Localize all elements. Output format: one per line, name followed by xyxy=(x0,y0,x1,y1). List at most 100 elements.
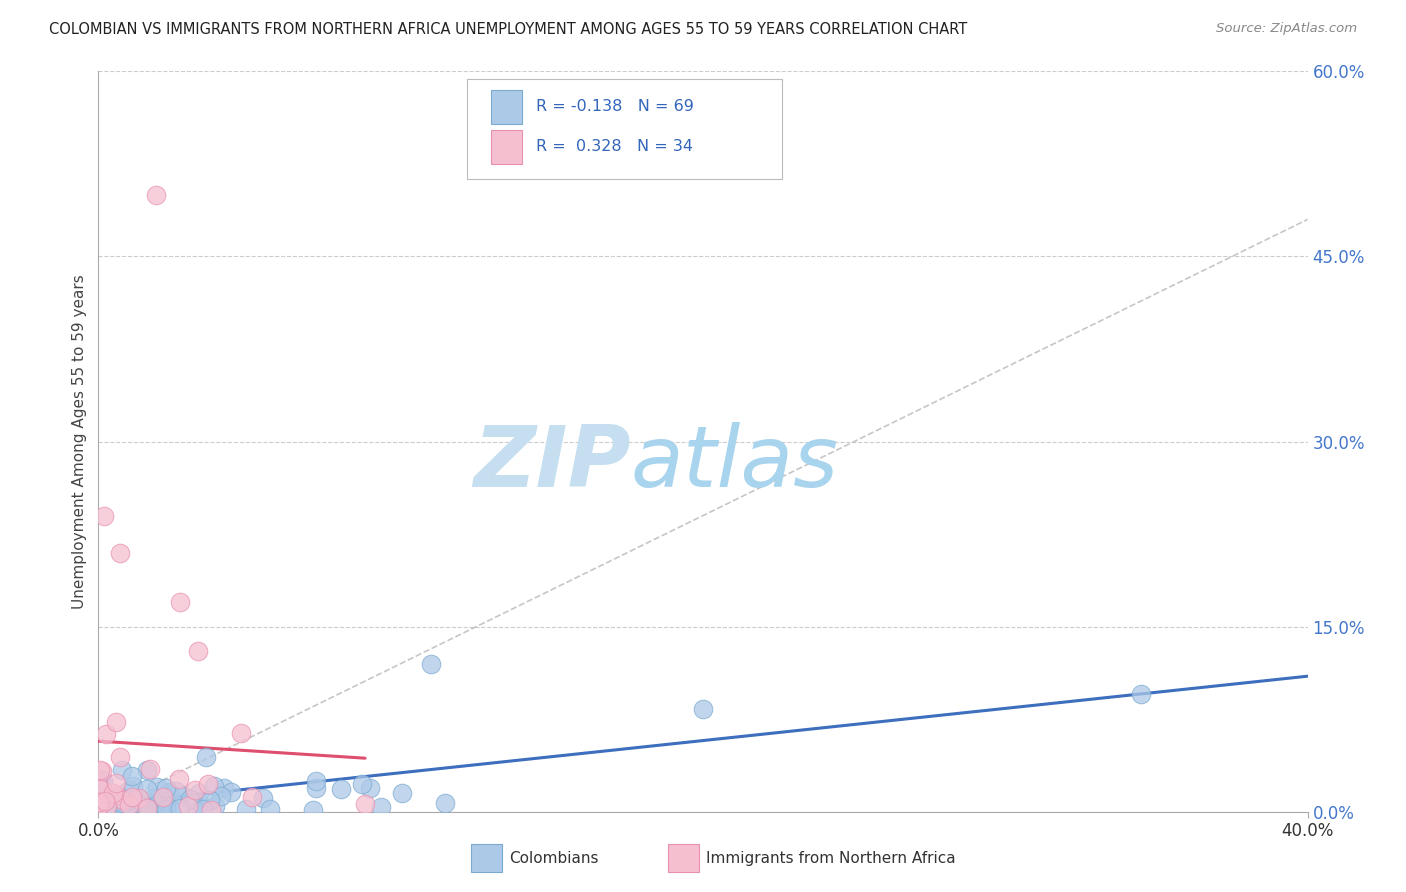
Point xyxy=(104,714,127,729)
Point xyxy=(87,776,110,790)
Point xyxy=(91,764,114,778)
Point xyxy=(111,793,134,807)
Point xyxy=(214,781,236,796)
Point xyxy=(195,750,218,764)
Point xyxy=(93,508,115,523)
Point xyxy=(118,797,141,812)
Text: R = -0.138   N = 69: R = -0.138 N = 69 xyxy=(536,99,695,114)
Point xyxy=(108,794,131,808)
Point xyxy=(259,802,281,816)
Point xyxy=(90,782,112,797)
Point xyxy=(108,546,131,560)
Point xyxy=(330,782,353,797)
Text: atlas: atlas xyxy=(630,422,838,505)
Text: Immigrants from Northern Africa: Immigrants from Northern Africa xyxy=(706,851,956,865)
Point xyxy=(142,796,165,810)
Point xyxy=(131,797,153,811)
Point xyxy=(93,773,115,788)
Point xyxy=(94,803,117,817)
Point xyxy=(145,187,167,202)
Point xyxy=(1130,688,1153,702)
Point xyxy=(433,796,456,810)
Point xyxy=(100,800,122,814)
Point xyxy=(105,788,128,802)
Point xyxy=(169,595,191,609)
Point xyxy=(302,803,325,817)
Point xyxy=(117,805,139,819)
Point xyxy=(229,726,252,740)
Point xyxy=(167,772,190,787)
Point xyxy=(90,772,112,787)
Point xyxy=(105,776,128,790)
Point xyxy=(103,786,125,800)
Point xyxy=(391,786,413,800)
Point xyxy=(209,789,232,803)
Text: #cce3f5: #cce3f5 xyxy=(703,463,709,464)
Point xyxy=(165,783,187,797)
Point xyxy=(108,789,131,803)
Point xyxy=(235,802,257,816)
Point xyxy=(94,794,117,808)
Point xyxy=(142,797,165,811)
Point xyxy=(305,773,328,788)
Point xyxy=(128,791,150,805)
Point xyxy=(145,802,167,816)
Point xyxy=(354,797,377,811)
Point xyxy=(87,795,110,809)
Text: R =  0.328   N = 34: R = 0.328 N = 34 xyxy=(536,139,693,154)
FancyBboxPatch shape xyxy=(492,130,522,164)
Point xyxy=(152,790,174,805)
Point xyxy=(305,781,328,796)
Point xyxy=(370,800,392,814)
Text: Source: ZipAtlas.com: Source: ZipAtlas.com xyxy=(1216,22,1357,36)
Point xyxy=(187,644,209,658)
Point xyxy=(200,803,222,817)
Text: ZIP: ZIP xyxy=(472,422,630,505)
Point xyxy=(155,795,177,809)
Point xyxy=(187,786,209,800)
Point xyxy=(692,702,714,716)
Point xyxy=(252,791,274,805)
Point xyxy=(146,780,169,794)
Text: Colombians: Colombians xyxy=(509,851,599,865)
Point xyxy=(359,780,381,795)
Point xyxy=(202,779,225,793)
Point xyxy=(149,804,172,818)
Point xyxy=(93,796,115,810)
Point xyxy=(143,790,166,805)
Point xyxy=(96,727,118,741)
Point xyxy=(118,782,141,797)
Point xyxy=(138,762,160,776)
Point xyxy=(115,798,138,813)
Point xyxy=(121,769,143,783)
Point xyxy=(138,801,160,815)
Point xyxy=(191,802,214,816)
Point xyxy=(204,799,226,814)
Point xyxy=(150,798,173,813)
Point xyxy=(135,763,157,777)
Point xyxy=(240,790,263,805)
Point xyxy=(111,764,134,778)
Point xyxy=(129,793,152,807)
Point xyxy=(111,796,134,810)
Point xyxy=(136,782,159,797)
Point xyxy=(87,781,110,796)
Point xyxy=(179,792,201,806)
Point xyxy=(136,803,159,817)
Point xyxy=(169,801,191,815)
Text: COLOMBIAN VS IMMIGRANTS FROM NORTHERN AFRICA UNEMPLOYMENT AMONG AGES 55 TO 59 YE: COLOMBIAN VS IMMIGRANTS FROM NORTHERN AF… xyxy=(49,22,967,37)
Point xyxy=(184,783,207,797)
Y-axis label: Unemployment Among Ages 55 to 59 years: Unemployment Among Ages 55 to 59 years xyxy=(72,274,87,609)
Point xyxy=(184,804,207,818)
Point xyxy=(89,798,111,813)
Point xyxy=(350,777,373,791)
Point xyxy=(96,804,118,818)
Point xyxy=(89,763,111,777)
Point xyxy=(197,777,219,791)
Point xyxy=(170,788,193,802)
Point xyxy=(96,799,118,814)
FancyBboxPatch shape xyxy=(467,78,782,178)
Point xyxy=(219,785,242,799)
Point xyxy=(121,789,143,804)
Point xyxy=(200,793,222,807)
